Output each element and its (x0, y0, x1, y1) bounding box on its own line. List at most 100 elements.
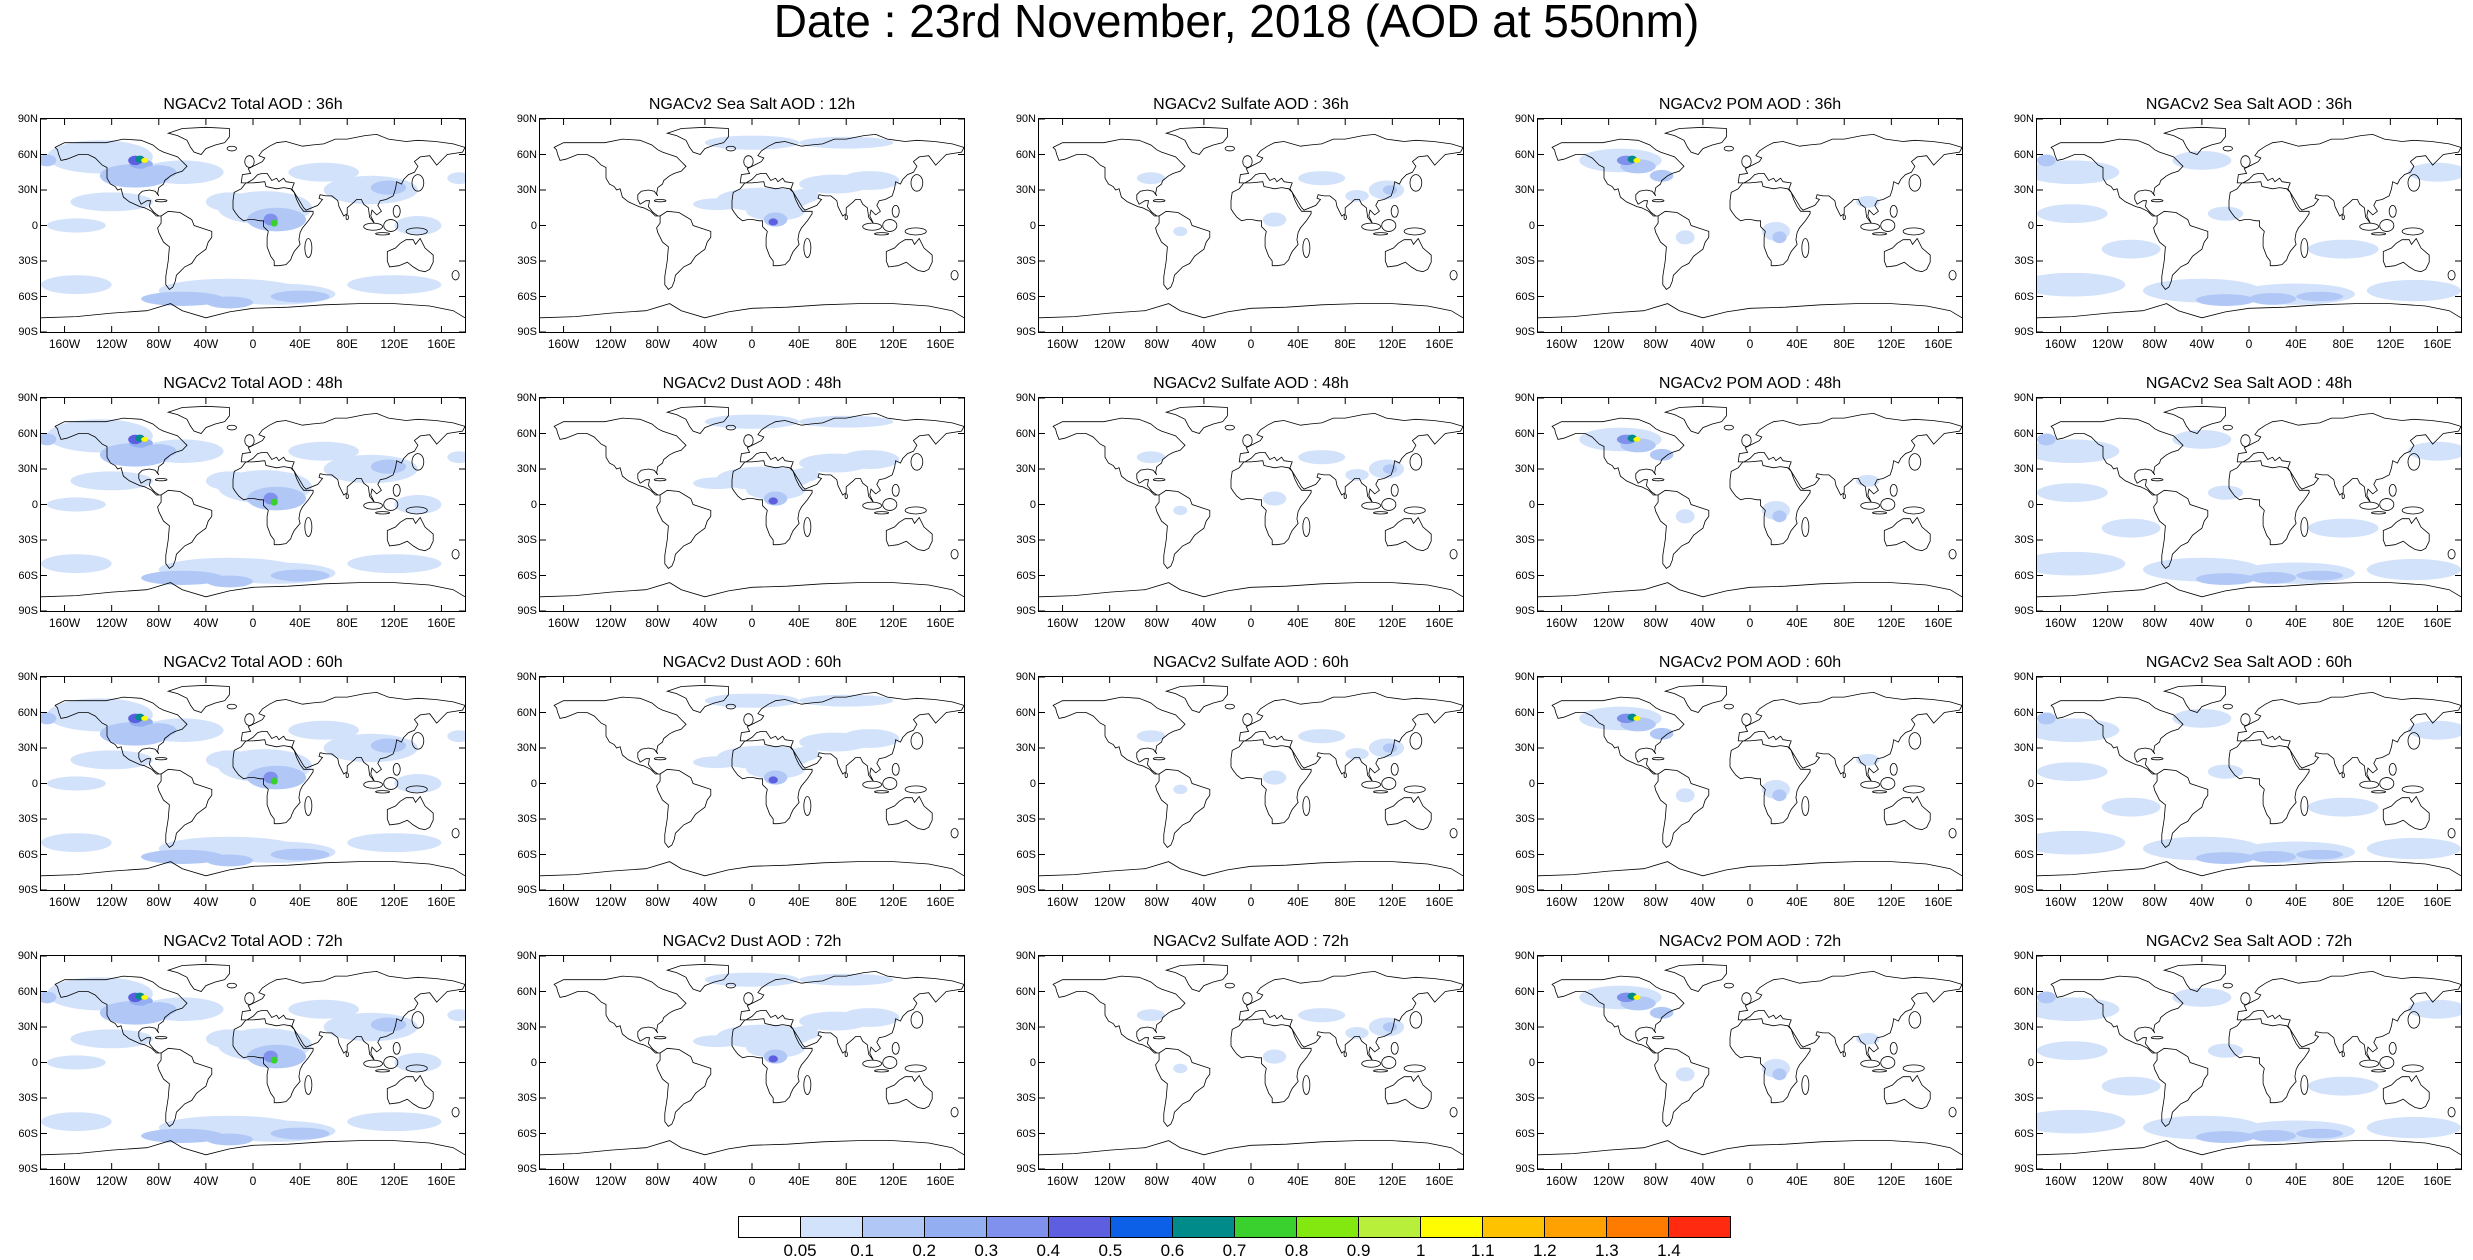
aod-patch (768, 1055, 778, 1063)
colorbar-segment (987, 1217, 1049, 1237)
coastline-island (226, 424, 237, 431)
coastline-island (2359, 222, 2379, 231)
colorbar-segment (1669, 1217, 1730, 1237)
colorbar-label: 1.2 (1532, 1241, 1557, 1260)
lon-label: 160E (1924, 895, 1953, 909)
lat-label: 30S (1515, 534, 1535, 546)
coastlines (540, 684, 964, 877)
map-panel-dust (539, 955, 965, 1170)
coastline-grl (665, 405, 729, 434)
lat-label: 60N (516, 427, 537, 440)
aod-patch (1173, 505, 1188, 516)
coastline-sa (2153, 1047, 2209, 1127)
lon-label: 160W (1046, 337, 1079, 351)
lon-label: 40W (1191, 616, 1217, 630)
coastline-island (2240, 713, 2251, 726)
world-map (2037, 677, 2461, 890)
lat-label: 90S (517, 1163, 537, 1175)
coastline-na (553, 417, 687, 496)
aod-patch (799, 415, 894, 428)
coastline-island (375, 1069, 391, 1073)
coastlines (1538, 126, 1962, 319)
lon-label: 80W (645, 616, 671, 630)
coastline-island (1902, 227, 1925, 236)
coastlines (1039, 684, 1463, 877)
lon-label: 40W (193, 1174, 219, 1188)
lat-label: 30N (17, 463, 38, 475)
lon-label: 120W (1093, 1174, 1126, 1188)
coastline-island (2222, 145, 2233, 152)
lat-label: 90S (517, 884, 537, 896)
colorbar-segment (1173, 1217, 1235, 1237)
coastline-island (2341, 214, 2345, 220)
lon-label: 40W (193, 616, 219, 630)
coastline-island (1343, 772, 1347, 778)
lat-label: 0 (31, 498, 38, 511)
aod-patch (1649, 727, 1674, 740)
lon-label: 120W (594, 616, 627, 630)
coastline-island (244, 992, 255, 1005)
aod-patch (2196, 573, 2255, 585)
world-map (41, 398, 465, 611)
world-map (41, 119, 465, 332)
coastline-island (1880, 1056, 1896, 1069)
lon-label: 80W (146, 337, 172, 351)
aod-patch (1345, 469, 1369, 481)
lat-label: 60N (1015, 985, 1036, 998)
colorbar-segment (801, 1217, 863, 1237)
coastline-island (154, 199, 168, 203)
aod-field (2037, 987, 2461, 1143)
lat-label: 60S (2014, 290, 2034, 303)
coastline-island (874, 790, 890, 794)
coastline-eur (240, 691, 465, 782)
lon-label: 40W (1690, 616, 1716, 630)
coastline-island (2401, 1064, 2424, 1073)
coastline-island (375, 511, 391, 515)
aod-patch (1298, 450, 1346, 465)
aod-patch (746, 201, 805, 221)
aod-patch (1772, 1068, 1787, 1081)
lon-label: 120E (380, 895, 409, 909)
coastline-island (2407, 174, 2421, 192)
lat-label: 90N (516, 950, 537, 962)
coastline-island (375, 790, 391, 794)
lon-label: 120W (2091, 337, 2124, 351)
aod-patch (2249, 571, 2297, 584)
axis-ticks (41, 119, 465, 332)
coastline-sa (656, 1047, 712, 1127)
coastline-antarctica (540, 582, 964, 598)
lat-label: 60S (18, 569, 38, 582)
aod-patch (2037, 272, 2126, 297)
coastline-grl (2162, 684, 2226, 713)
aod-field (1579, 985, 1880, 1082)
coastline-sa (656, 489, 712, 569)
lon-label: 40E (1287, 1174, 1309, 1188)
panel-title: NGACv2 Total AOD : 48h (163, 375, 343, 392)
aod-patch (2296, 570, 2344, 581)
colorbar-segment (1049, 1217, 1111, 1237)
lon-label: 0 (1746, 1174, 1754, 1188)
lon-label: 120W (1592, 1174, 1625, 1188)
coastline-island (154, 1036, 168, 1040)
coastline-island (1741, 155, 1752, 168)
world-map (540, 956, 964, 1169)
lon-label: 160E (1924, 616, 1953, 630)
panel-title: NGACv2 POM AOD : 72h (1658, 933, 1842, 950)
aod-patch (205, 296, 253, 309)
lat-label: 60N (2013, 706, 2034, 719)
aod-patch (1675, 509, 1695, 524)
coastline-aus (1883, 516, 1931, 552)
lat-label: 60S (2014, 848, 2034, 861)
lat-label: 60N (516, 148, 537, 161)
coastline-island (1373, 790, 1389, 794)
coastline-island (1302, 517, 1311, 537)
lon-label: 80E (1334, 895, 1356, 909)
colorbar-label: 0.8 (1284, 1241, 1309, 1260)
aod-patch (141, 723, 177, 738)
coastline-island (1224, 145, 1235, 152)
coastline-island (904, 227, 927, 236)
lon-label: 120W (1093, 616, 1126, 630)
coastline-island (392, 1041, 401, 1055)
aod-patch (141, 165, 177, 180)
aod-patch (270, 848, 330, 861)
